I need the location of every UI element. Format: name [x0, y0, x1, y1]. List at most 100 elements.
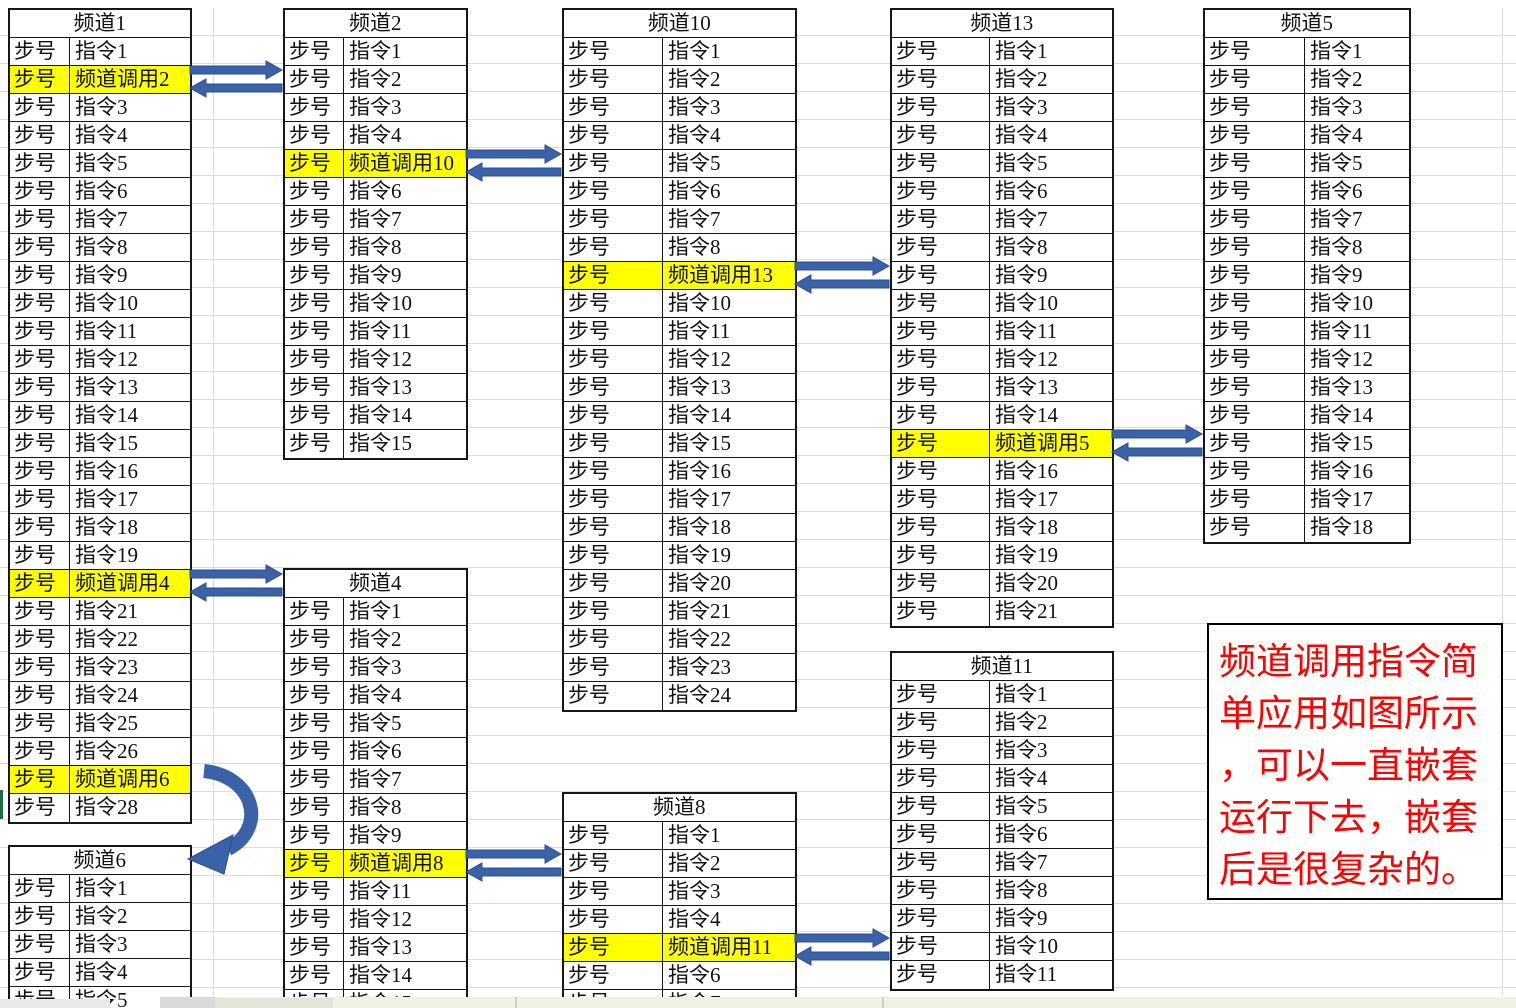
instruction-cell[interactable]: 指令24	[668, 683, 731, 707]
step-cell[interactable]: 步号	[892, 374, 990, 401]
instruction-cell[interactable]: 指令6	[349, 739, 402, 763]
instruction-cell[interactable]: 指令2	[349, 67, 402, 91]
step-cell[interactable]: 步号	[285, 682, 344, 709]
table-title[interactable]: 频道1	[10, 10, 190, 38]
step-cell[interactable]: 步号	[10, 598, 70, 625]
step-cell[interactable]: 步号	[10, 931, 70, 958]
step-cell[interactable]: 步号	[10, 542, 70, 569]
step-cell[interactable]: 步号	[564, 66, 663, 93]
instruction-cell[interactable]: 指令20	[995, 571, 1058, 595]
instruction-cell[interactable]: 指令1	[349, 39, 402, 63]
channel-call-cell[interactable]: 频道调用6	[75, 767, 170, 791]
step-cell[interactable]: 步号	[1205, 486, 1305, 513]
step-cell[interactable]: 步号	[10, 374, 70, 401]
step-cell[interactable]: 步号	[892, 709, 990, 736]
instruction-cell[interactable]: 指令1	[995, 682, 1048, 706]
step-cell[interactable]: 步号	[285, 710, 344, 737]
instruction-cell[interactable]: 指令18	[995, 515, 1058, 539]
instruction-cell[interactable]: 指令3	[668, 879, 721, 903]
step-cell[interactable]: 步号	[892, 346, 990, 373]
step-cell[interactable]: 步号	[285, 794, 344, 821]
step-cell[interactable]: 步号	[1205, 290, 1305, 317]
channel-call-cell[interactable]: 频道调用8	[349, 851, 444, 875]
step-cell[interactable]: 步号	[10, 710, 70, 737]
instruction-cell[interactable]: 指令9	[995, 906, 1048, 930]
step-cell[interactable]: 步号	[1205, 374, 1305, 401]
step-cell[interactable]: 步号	[285, 374, 344, 401]
instruction-cell[interactable]: 指令11	[349, 319, 412, 343]
instruction-cell[interactable]: 指令22	[75, 627, 138, 651]
step-cell[interactable]: 步号	[285, 122, 344, 149]
instruction-cell[interactable]: 指令15	[75, 431, 138, 455]
instruction-cell[interactable]: 指令8	[995, 878, 1048, 902]
step-cell[interactable]: 步号	[10, 346, 70, 373]
channel-call-cell[interactable]: 频道调用5	[995, 431, 1090, 455]
instruction-cell[interactable]: 指令5	[995, 151, 1048, 175]
step-cell[interactable]: 步号	[10, 959, 70, 986]
step-cell[interactable]: 步号	[892, 933, 990, 960]
step-cell[interactable]: 步号	[10, 234, 70, 261]
step-cell[interactable]: 步号	[892, 877, 990, 904]
step-cell[interactable]: 步号	[564, 290, 663, 317]
instruction-cell[interactable]: 指令11	[75, 319, 138, 343]
step-cell[interactable]: 步号	[892, 458, 990, 485]
instruction-cell[interactable]: 指令19	[668, 543, 731, 567]
instruction-cell[interactable]: 指令12	[75, 347, 138, 371]
step-cell[interactable]: 步号	[285, 66, 344, 93]
step-cell[interactable]: 步号	[564, 318, 663, 345]
step-cell[interactable]: 步号	[564, 122, 663, 149]
instruction-cell[interactable]: 指令1	[668, 39, 721, 63]
instruction-cell[interactable]: 指令3	[75, 932, 128, 956]
instruction-cell[interactable]: 指令7	[1310, 207, 1363, 231]
instruction-cell[interactable]: 指令17	[995, 487, 1058, 511]
step-cell[interactable]: 步号	[892, 765, 990, 792]
step-cell[interactable]: 步号	[1205, 178, 1305, 205]
instruction-cell[interactable]: 指令12	[995, 347, 1058, 371]
step-cell[interactable]: 步号	[892, 94, 990, 121]
instruction-cell[interactable]: 指令23	[668, 655, 731, 679]
instruction-cell[interactable]: 指令28	[75, 795, 138, 819]
instruction-cell[interactable]: 指令17	[75, 487, 138, 511]
step-cell[interactable]: 步号	[10, 794, 70, 822]
step-cell[interactable]: 步号	[892, 961, 990, 989]
instruction-cell[interactable]: 指令15	[349, 431, 412, 455]
step-cell[interactable]: 步号	[285, 738, 344, 765]
table-title[interactable]: 频道10	[564, 10, 795, 38]
step-cell[interactable]: 步号	[892, 681, 990, 708]
instruction-cell[interactable]: 指令9	[349, 823, 402, 847]
instruction-cell[interactable]: 指令16	[668, 459, 731, 483]
channel-call-cell[interactable]: 频道调用10	[349, 151, 454, 175]
instruction-cell[interactable]: 指令21	[668, 599, 731, 623]
table-title[interactable]: 频道5	[1205, 10, 1409, 38]
step-cell[interactable]: 步号	[10, 514, 70, 541]
step-cell[interactable]: 步号	[10, 94, 70, 121]
instruction-cell[interactable]: 指令3	[349, 655, 402, 679]
step-cell[interactable]: 步号	[10, 682, 70, 709]
instruction-cell[interactable]: 指令2	[349, 627, 402, 651]
step-cell[interactable]: 步号	[892, 905, 990, 932]
instruction-cell[interactable]: 指令6	[668, 179, 721, 203]
step-cell[interactable]: 步号	[10, 178, 70, 205]
step-cell[interactable]: 步号	[892, 234, 990, 261]
step-cell[interactable]: 步号	[1205, 234, 1305, 261]
instruction-cell[interactable]: 指令16	[1310, 459, 1373, 483]
instruction-cell[interactable]: 指令3	[75, 95, 128, 119]
instruction-cell[interactable]: 指令13	[668, 375, 731, 399]
table-title[interactable]: 频道8	[564, 794, 795, 822]
step-cell[interactable]: 步号	[564, 962, 663, 989]
step-cell[interactable]: 步号	[285, 654, 344, 681]
instruction-cell[interactable]: 指令13	[349, 935, 412, 959]
instruction-cell[interactable]: 指令11	[995, 962, 1058, 986]
instruction-cell[interactable]: 指令21	[995, 599, 1058, 623]
step-cell[interactable]: 步号	[285, 962, 344, 989]
instruction-cell[interactable]: 指令6	[75, 179, 128, 203]
instruction-cell[interactable]: 指令23	[75, 655, 138, 679]
step-cell[interactable]: 步号	[285, 934, 344, 961]
table-title[interactable]: 频道4	[285, 570, 466, 598]
step-cell[interactable]: 步号	[892, 206, 990, 233]
step-cell[interactable]: 步号	[892, 570, 990, 597]
step-cell[interactable]: 步号	[564, 934, 663, 961]
instruction-cell[interactable]: 指令15	[1310, 431, 1373, 455]
step-cell[interactable]: 步号	[564, 514, 663, 541]
step-cell[interactable]: 步号	[285, 346, 344, 373]
